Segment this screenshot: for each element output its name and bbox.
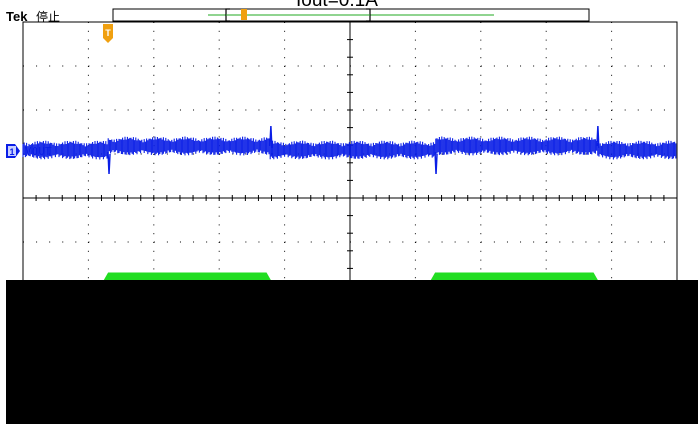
grid-dots	[23, 22, 665, 296]
vout-spike	[107, 151, 111, 175]
chart-title: Iout=0.1A	[296, 0, 378, 11]
ch2-pulse	[103, 272, 272, 281]
traces	[22, 125, 677, 281]
ch2-pulse	[430, 272, 599, 281]
trigger-position-icon: T	[103, 24, 113, 43]
vout-trace	[22, 136, 677, 160]
vout-spike	[269, 125, 273, 149]
record-length-bar	[112, 8, 590, 22]
channel-1-number: 1	[9, 147, 14, 157]
vout-label: VOUT	[25, 145, 52, 158]
status-label: 停止	[36, 9, 60, 24]
channel-1-marker: 1	[6, 144, 20, 158]
record-outline	[112, 8, 590, 22]
vout-spike	[434, 151, 438, 175]
record-trigger-icon	[241, 9, 247, 20]
vout-spike	[596, 125, 600, 149]
blackout-region	[6, 280, 698, 424]
trigger-letter: T	[105, 28, 111, 38]
brand-label: Tek	[6, 9, 28, 24]
